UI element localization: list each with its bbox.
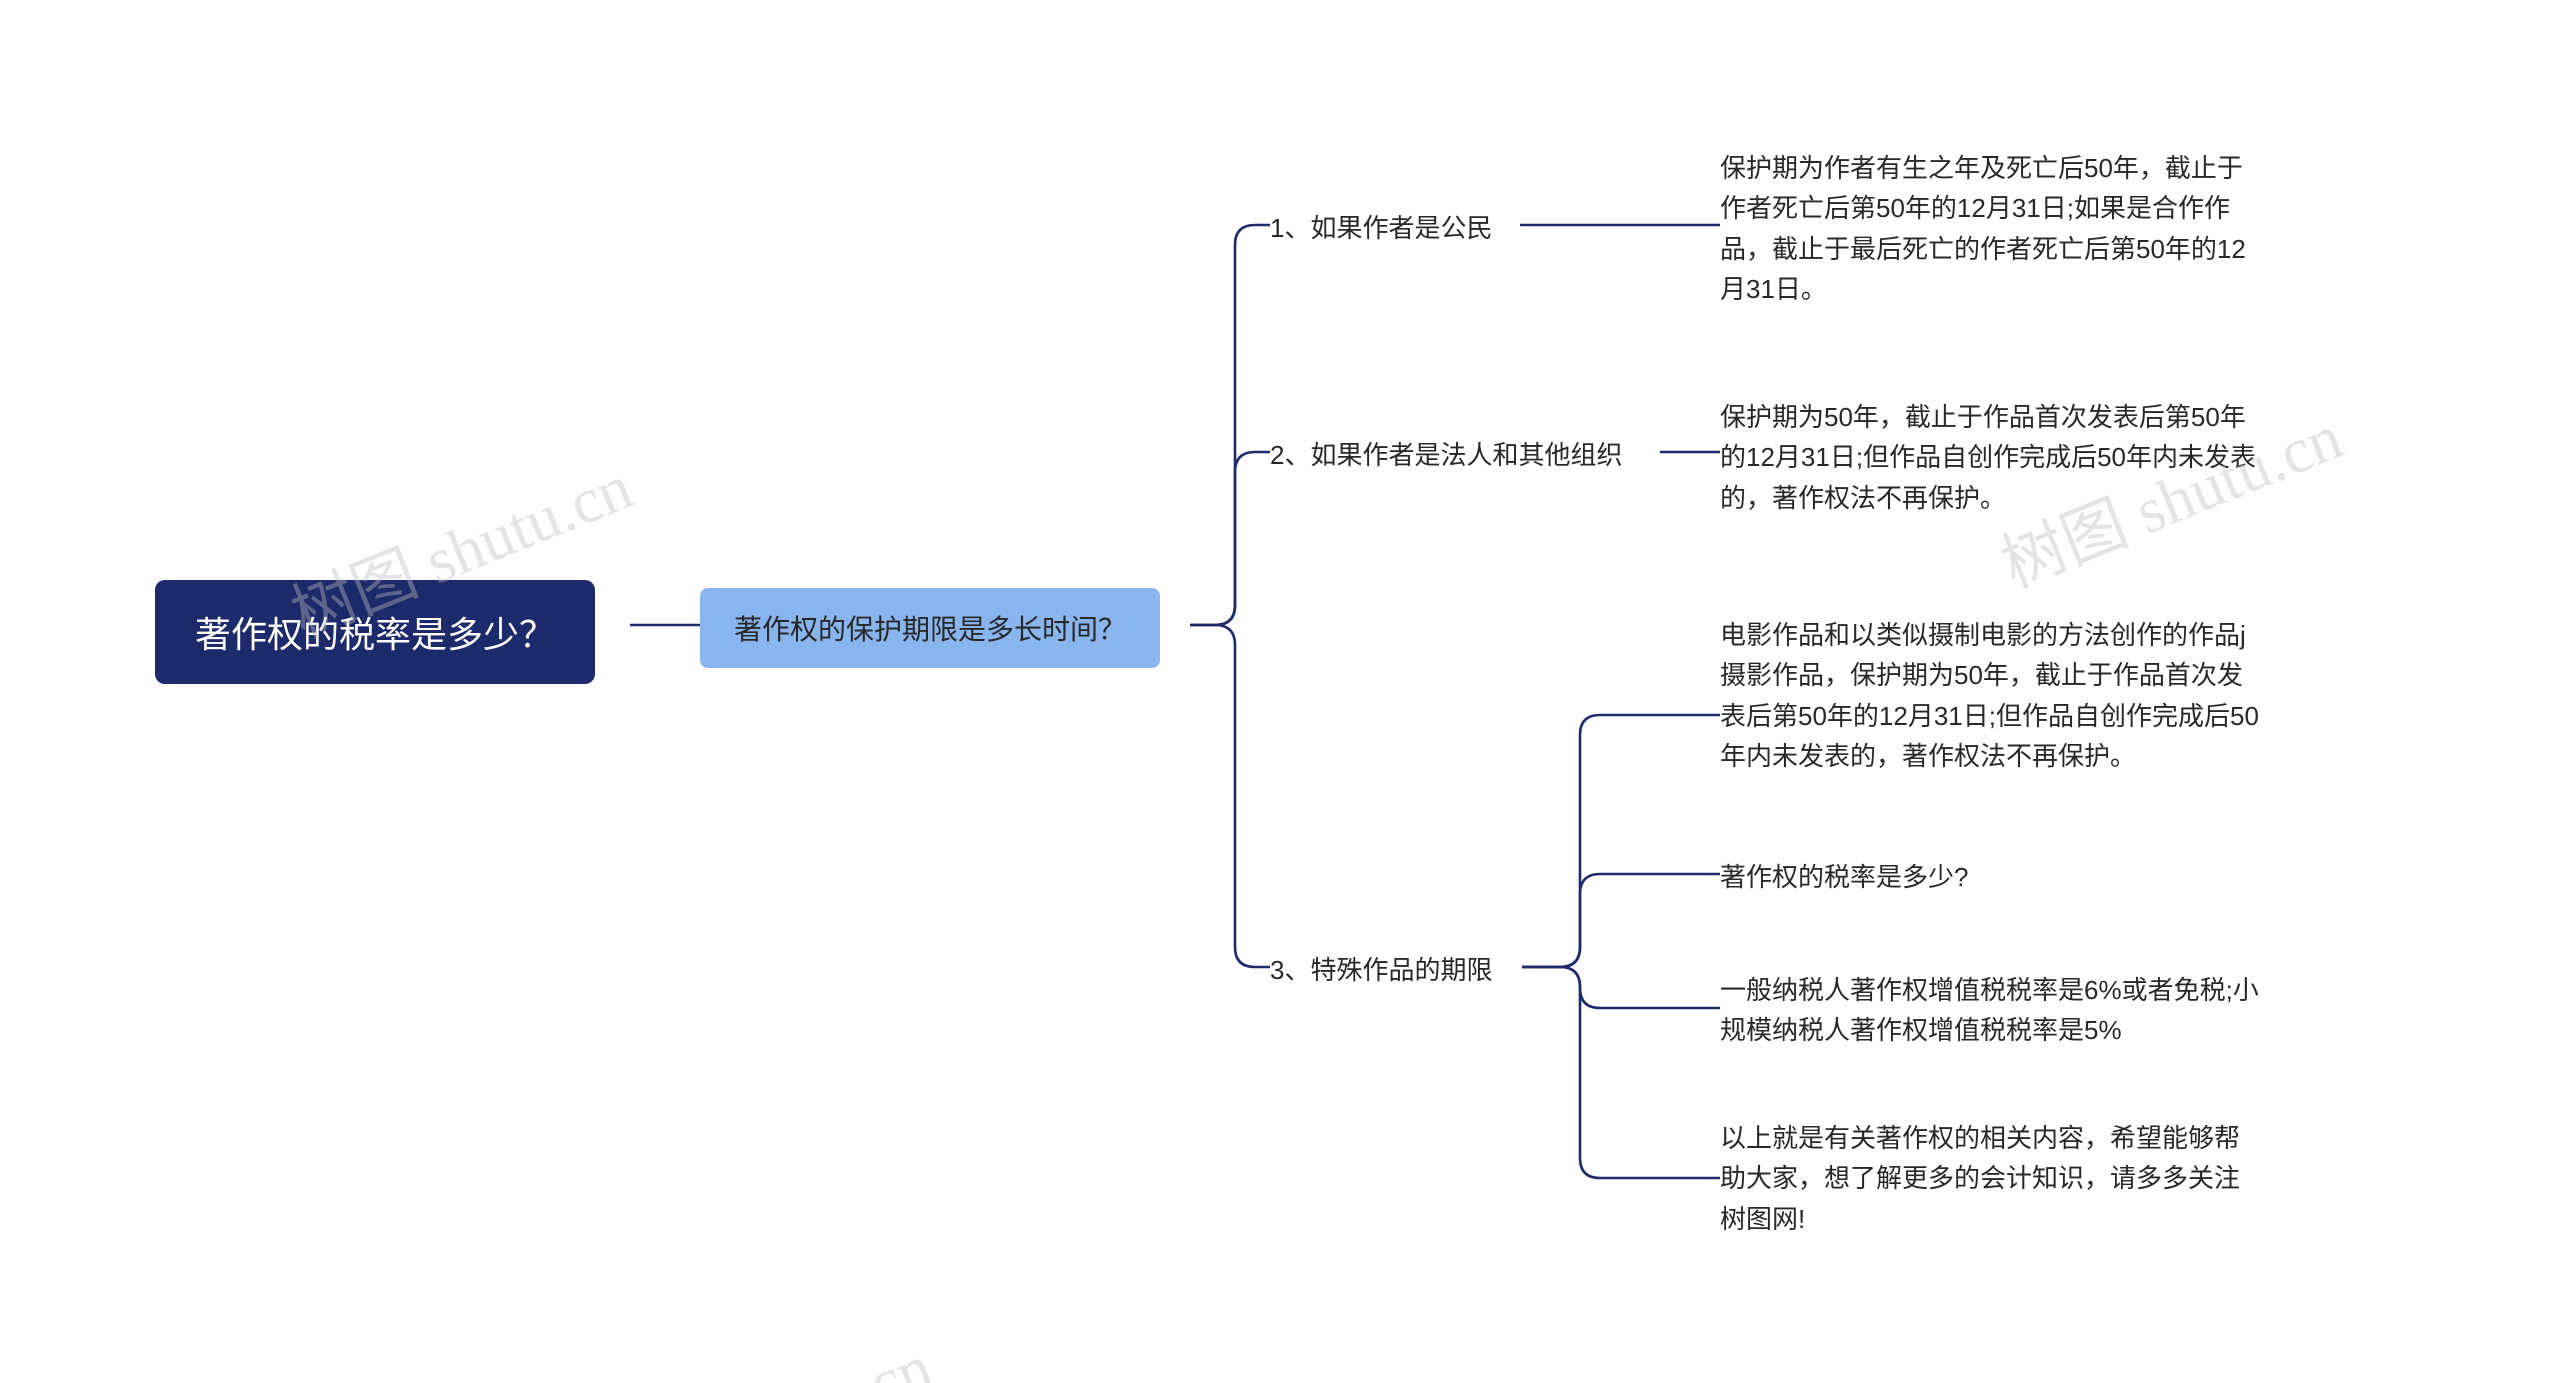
- branch-label: 1、如果作者是公民: [1270, 208, 1492, 245]
- mindmap-canvas: 著作权的税率是多少？ 著作权的保护期限是多长时间？ 1、如果作者是公民 保护期为…: [0, 0, 2560, 1383]
- branch-label: 3、特殊作品的期限: [1270, 950, 1492, 987]
- branch-label: 2、如果作者是法人和其他组织: [1270, 435, 1622, 472]
- leaf-text: 以上就是有关著作权的相关内容，希望能够帮助大家，想了解更多的会计知识，请多多关注…: [1720, 1118, 2260, 1239]
- root-node[interactable]: 著作权的税率是多少？: [155, 580, 595, 684]
- watermark: 树图 shutu.cn: [576, 1316, 943, 1383]
- root-label: 著作权的税率是多少？: [195, 606, 555, 658]
- leaf-node-2-1[interactable]: 保护期为50年，截止于作品首次发表后第50年的12月31日;但作品自创作完成后5…: [1720, 397, 2260, 518]
- leaf-node-3-4[interactable]: 以上就是有关著作权的相关内容，希望能够帮助大家，想了解更多的会计知识，请多多关注…: [1720, 1118, 2260, 1239]
- leaf-text: 保护期为作者有生之年及死亡后50年，截止于作者死亡后第50年的12月31日;如果…: [1720, 148, 2260, 309]
- leaf-node-1-1[interactable]: 保护期为作者有生之年及死亡后50年，截止于作者死亡后第50年的12月31日;如果…: [1720, 148, 2260, 309]
- branch-node-3[interactable]: 3、特殊作品的期限: [1270, 950, 1492, 987]
- leaf-text: 电影作品和以类似摄制电影的方法创作的作品j摄影作品，保护期为50年，截止于作品首…: [1720, 615, 2260, 776]
- leaf-node-3-2[interactable]: 著作权的税率是多少?: [1720, 857, 1968, 897]
- secondary-node[interactable]: 著作权的保护期限是多长时间？: [700, 588, 1160, 668]
- branch-node-1[interactable]: 1、如果作者是公民: [1270, 208, 1492, 245]
- secondary-label: 著作权的保护期限是多长时间？: [734, 608, 1126, 648]
- branch-node-2[interactable]: 2、如果作者是法人和其他组织: [1270, 435, 1622, 472]
- leaf-text: 著作权的税率是多少?: [1720, 857, 1968, 897]
- leaf-text: 一般纳税人著作权增值税税率是6%或者免税;小规模纳税人著作权增值税税率是5%: [1720, 970, 2260, 1051]
- leaf-node-3-1[interactable]: 电影作品和以类似摄制电影的方法创作的作品j摄影作品，保护期为50年，截止于作品首…: [1720, 615, 2260, 776]
- leaf-node-3-3[interactable]: 一般纳税人著作权增值税税率是6%或者免税;小规模纳税人著作权增值税税率是5%: [1720, 970, 2260, 1051]
- leaf-text: 保护期为50年，截止于作品首次发表后第50年的12月31日;但作品自创作完成后5…: [1720, 397, 2260, 518]
